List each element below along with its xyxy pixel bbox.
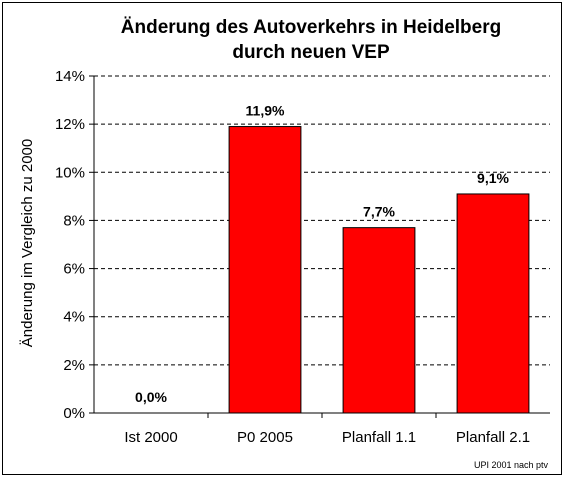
x-tick-labels: Ist 2000 P0 2005 Planfall 1.1 Planfall 2.1 [124,429,530,446]
y-tick-label: 0% [63,405,85,422]
axes [89,75,550,418]
bar [456,193,530,414]
y-tick-label: 10% [55,164,85,181]
y-tick-label: 14% [55,68,85,85]
chart-frame: Änderung des Autoverkehrs in Heidelberg … [2,2,562,475]
data-label: 7,7% [363,204,395,220]
data-labels: 0,0% 11,9% 7,7% 9,1% [135,103,509,405]
y-tick-label: 8% [63,212,85,229]
y-tick-labels: 0% 2% 4% 6% 8% 10% 12% 14% [55,68,85,422]
y-axis-label: Änderung im Vergleich zu 2000 [19,139,36,347]
data-label: 9,1% [477,170,509,186]
bar [228,126,302,414]
bars [228,126,530,414]
x-tick-label: Planfall 1.1 [342,429,416,446]
chart: Änderung des Autoverkehrs in Heidelberg … [19,17,550,470]
y-tick-label: 4% [63,309,85,326]
y-tick-label: 6% [63,261,85,278]
x-tick-label: P0 2005 [237,429,293,446]
data-label: 0,0% [135,389,167,405]
chart-title-line-2: durch neuen VEP [232,42,390,63]
bar [342,227,416,414]
y-tick-label: 12% [55,116,85,133]
y-tick-label: 2% [63,357,85,374]
x-tick-label: Planfall 2.1 [456,429,530,446]
source-note: UPI 2001 nach ptv [474,460,549,470]
chart-title-line-1: Änderung des Autoverkehrs in Heidelberg [121,17,501,38]
x-tick-label: Ist 2000 [124,429,177,446]
data-label: 11,9% [246,103,285,119]
